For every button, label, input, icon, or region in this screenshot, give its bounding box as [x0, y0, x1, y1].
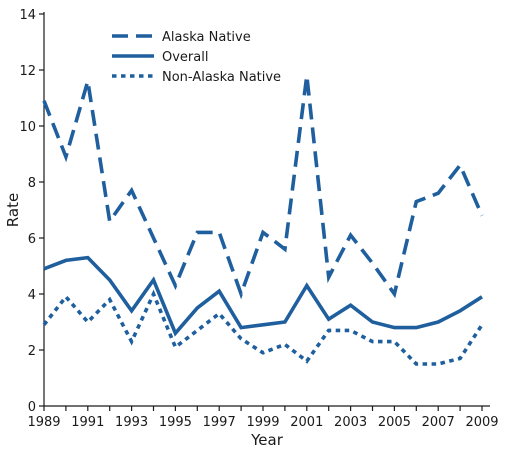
x-tick-label: 1995: [159, 415, 192, 430]
data-point-alaska-native: [262, 231, 264, 233]
data-point-alaska-native: [196, 231, 198, 233]
data-point-overall: [262, 324, 264, 326]
data-point-non-alaska-native: [130, 340, 132, 342]
data-point-non-alaska-native: [87, 321, 89, 323]
data-point-overall: [87, 256, 89, 258]
y-axis-title: Rate: [4, 193, 22, 227]
data-point-alaska-native: [87, 80, 89, 82]
data-point-overall: [240, 326, 242, 328]
data-point-non-alaska-native: [415, 363, 417, 365]
data-point-non-alaska-native: [306, 360, 308, 362]
y-tick-label: 10: [19, 120, 36, 135]
y-tick-label: 14: [19, 8, 36, 23]
data-point-alaska-native: [328, 276, 330, 278]
x-axis-title: Year: [250, 431, 284, 449]
data-point-overall: [43, 268, 45, 270]
y-tick-label: 4: [28, 288, 36, 303]
data-point-overall: [393, 326, 395, 328]
legend-label-non-alaska-native: Non-Alaska Native: [162, 70, 281, 85]
y-tick-label: 12: [19, 64, 36, 79]
data-point-alaska-native: [481, 214, 483, 216]
data-point-non-alaska-native: [152, 293, 154, 295]
data-point-overall: [306, 284, 308, 286]
data-point-alaska-native: [130, 189, 132, 191]
data-point-alaska-native: [371, 262, 373, 264]
data-point-alaska-native: [240, 293, 242, 295]
legend-label-overall: Overall: [162, 50, 208, 65]
data-point-alaska-native: [109, 220, 111, 222]
x-tick-label: 1989: [27, 415, 60, 430]
data-point-non-alaska-native: [174, 346, 176, 348]
x-tick-label: 2007: [422, 415, 455, 430]
data-point-overall: [130, 310, 132, 312]
x-tick-label: 2003: [334, 415, 367, 430]
x-tick-label: 1997: [203, 415, 236, 430]
data-point-non-alaska-native: [240, 338, 242, 340]
data-point-overall: [218, 290, 220, 292]
y-tick-label: 2: [28, 344, 36, 359]
data-point-non-alaska-native: [284, 343, 286, 345]
data-point-overall: [152, 279, 154, 281]
data-point-overall: [196, 307, 198, 309]
legend: Alaska Native Overall Non-Alaska Native: [112, 30, 281, 85]
data-point-non-alaska-native: [65, 296, 67, 298]
x-tick-label: 1991: [71, 415, 104, 430]
data-point-non-alaska-native: [196, 329, 198, 331]
data-point-overall: [109, 279, 111, 281]
x-tick-label: 1999: [246, 415, 279, 430]
series-line-non-alaska-native: [42, 289, 484, 366]
data-point-alaska-native: [459, 164, 461, 166]
x-axis-ticks: 1989 1991 1993 1995 1997 1999 2001 2003 2005 2007…: [27, 406, 499, 430]
data-point-alaska-native: [43, 100, 45, 102]
data-point-overall: [174, 332, 176, 334]
data-point-alaska-native: [284, 248, 286, 250]
data-point-overall: [328, 318, 330, 320]
y-tick-label: 8: [28, 176, 36, 191]
data-point-overall: [349, 304, 351, 306]
data-point-non-alaska-native: [109, 298, 111, 300]
data-point-overall: [437, 321, 439, 323]
x-tick-label: 2005: [378, 415, 411, 430]
data-point-non-alaska-native: [218, 312, 220, 314]
data-point-overall: [284, 321, 286, 323]
series-line-alaska-native: [42, 75, 484, 300]
data-point-alaska-native: [306, 74, 308, 76]
x-tick-label: 2001: [290, 415, 323, 430]
data-point-non-alaska-native: [349, 329, 351, 331]
data-point-overall: [481, 296, 483, 298]
data-point-alaska-native: [174, 284, 176, 286]
data-point-non-alaska-native: [43, 324, 45, 326]
data-point-overall: [371, 321, 373, 323]
data-point-alaska-native: [218, 231, 220, 233]
data-point-non-alaska-native: [459, 357, 461, 359]
data-point-alaska-native: [393, 293, 395, 295]
data-point-overall: [415, 326, 417, 328]
data-point-non-alaska-native: [481, 324, 483, 326]
series-lines: [42, 74, 484, 366]
data-point-alaska-native: [437, 192, 439, 194]
data-point-non-alaska-native: [393, 340, 395, 342]
y-tick-label: 0: [28, 400, 36, 415]
data-point-overall: [459, 310, 461, 312]
x-tick-label: 2009: [465, 415, 498, 430]
data-point-overall: [65, 259, 67, 261]
data-point-non-alaska-native: [437, 363, 439, 365]
data-point-alaska-native: [415, 200, 417, 202]
legend-label-alaska-native: Alaska Native: [162, 30, 251, 45]
data-point-non-alaska-native: [262, 352, 264, 354]
data-point-non-alaska-native: [371, 340, 373, 342]
data-point-non-alaska-native: [328, 329, 330, 331]
x-tick-label: 1993: [115, 415, 148, 430]
data-point-alaska-native: [152, 237, 154, 239]
data-point-alaska-native: [349, 234, 351, 236]
axes: [43, 12, 490, 407]
data-point-alaska-native: [65, 156, 67, 158]
y-tick-label: 6: [28, 232, 36, 247]
y-axis-ticks: 0 2 4 6 8 10 12 14: [19, 8, 44, 415]
series-line-overall: [43, 255, 483, 337]
